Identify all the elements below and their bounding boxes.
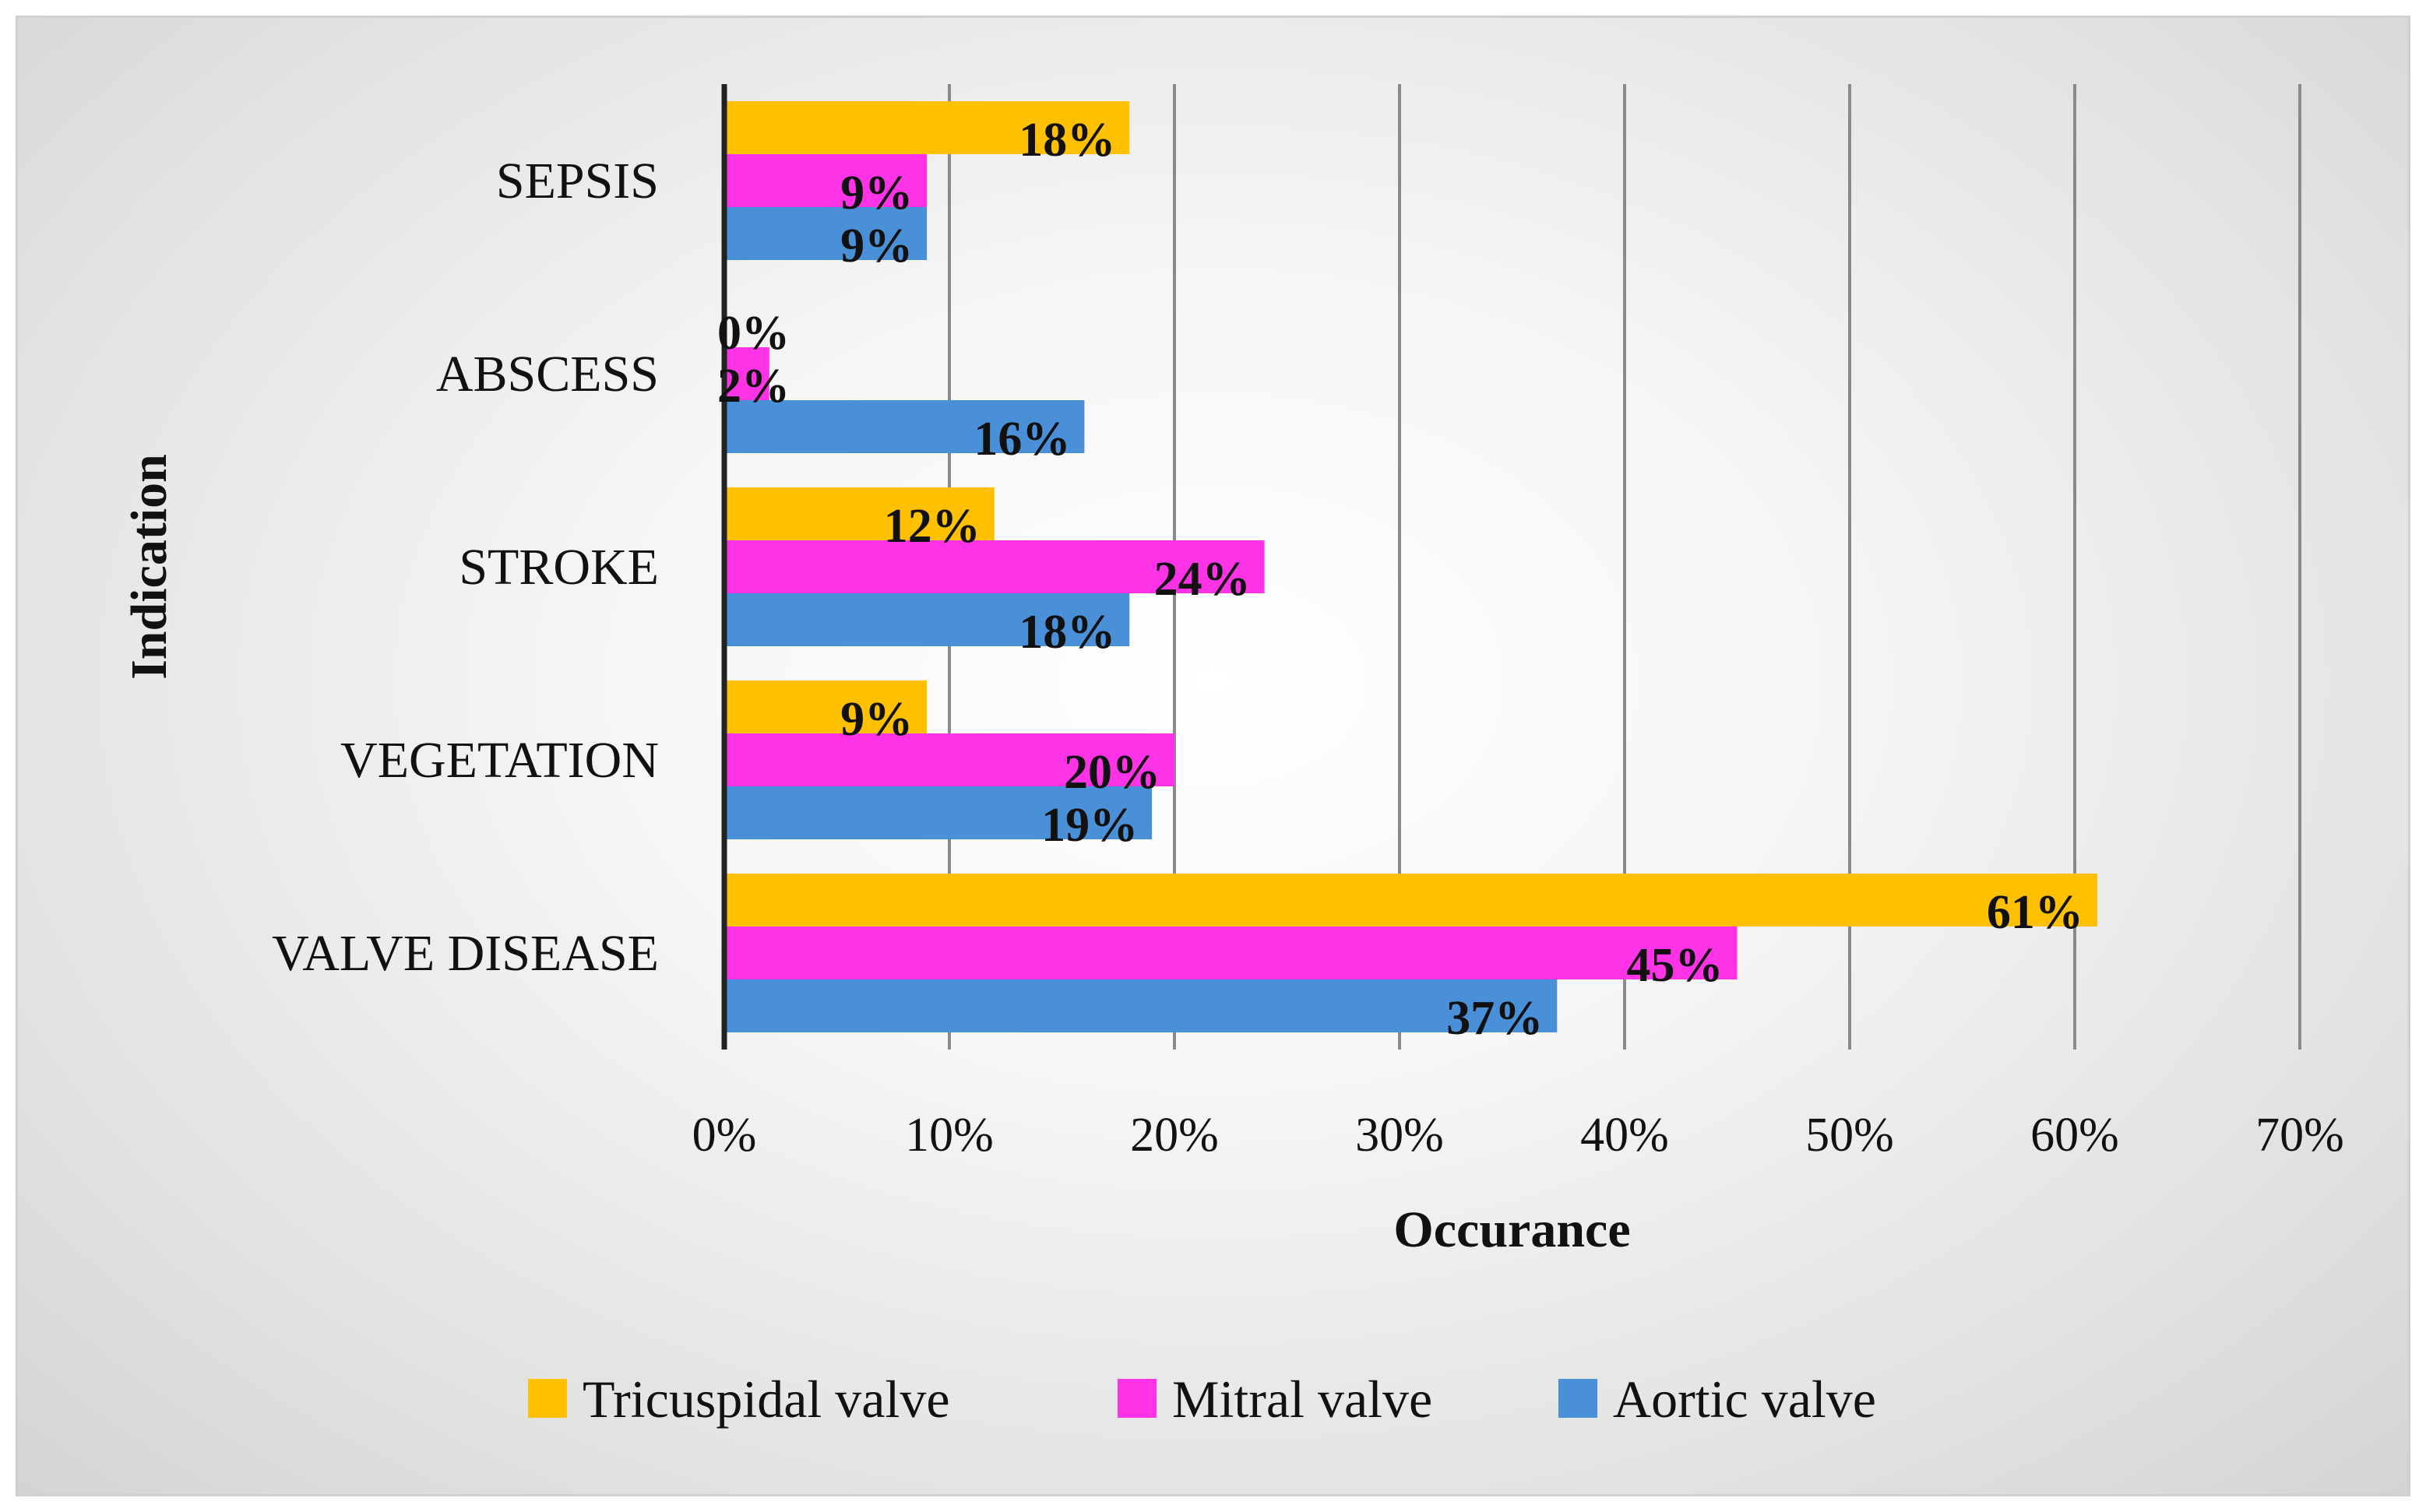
bar	[724, 487, 995, 540]
bar	[724, 979, 1558, 1032]
legend-label: Aortic valve	[1613, 1370, 1876, 1429]
chart-canvas: 18%9%9%0%2%16%12%24%18%9%20%19%61%45%37%…	[121, 84, 2344, 1429]
data-label: 18%	[1019, 114, 1115, 167]
legend-swatch	[528, 1379, 567, 1418]
data-label: 19%	[1041, 799, 1138, 852]
data-label: 16%	[974, 413, 1070, 466]
bar	[724, 400, 1085, 453]
bars	[724, 101, 2097, 1032]
x-tick-label: 10%	[905, 1109, 994, 1162]
x-tick-labels: 0% 10% 20% 30% 40% 50% 60% 70%	[692, 1109, 2344, 1162]
data-label: 9%	[840, 220, 913, 273]
data-label: 24%	[1154, 553, 1251, 606]
legend-swatch	[1558, 1379, 1597, 1418]
bar	[724, 347, 769, 400]
x-tick-label: 60%	[2030, 1109, 2119, 1162]
data-label: 2%	[717, 360, 790, 413]
bar	[724, 927, 1738, 979]
data-label: 12%	[884, 500, 981, 553]
x-tick-label: 30%	[1355, 1109, 1444, 1162]
bar	[724, 733, 1174, 786]
legend-swatch	[1118, 1379, 1157, 1418]
data-label: 0%	[717, 307, 790, 360]
legend-label: Tricuspidal valve	[583, 1370, 950, 1429]
data-label: 37%	[1446, 992, 1543, 1045]
data-labels: 18%9%9%0%2%16%12%24%18%9%20%19%61%45%37%	[717, 114, 2083, 1045]
x-axis-title: Occurance	[1393, 1201, 1630, 1258]
bar	[724, 593, 1130, 646]
x-tick-label: 70%	[2255, 1109, 2344, 1162]
data-label: 20%	[1064, 746, 1160, 799]
x-tick-label: 50%	[1805, 1109, 1894, 1162]
category-label: VALVE DISEASE	[272, 925, 659, 982]
category-label: VEGETATION	[340, 732, 659, 789]
data-label: 9%	[840, 167, 913, 220]
chart-frame: 18% 9% 9% 0% 2% 16% 12% 24% 18% 9% 20% 19% 61% 45% 37%…	[16, 16, 2410, 1496]
bar	[724, 207, 928, 260]
data-label: 18%	[1019, 606, 1115, 659]
x-tick-label: 40%	[1580, 1109, 1669, 1162]
bar	[724, 874, 2097, 927]
category-label: ABSCESS	[436, 346, 659, 403]
data-label: 9%	[840, 693, 913, 746]
bar	[724, 540, 1265, 593]
bar	[724, 101, 1130, 154]
data-label: 61%	[1987, 886, 2083, 939]
data-label: 45%	[1627, 939, 1724, 992]
bar	[724, 680, 928, 733]
gridlines	[948, 84, 2301, 1050]
category-label: STROKE	[459, 539, 659, 596]
y-axis-title: Indication	[121, 454, 178, 680]
bar	[724, 786, 1153, 839]
x-tick-label: 20%	[1130, 1109, 1219, 1162]
x-tick-label: 0%	[692, 1109, 757, 1162]
legend: Tricuspidal valve Mitral valve Aortic valv…	[528, 1370, 1876, 1429]
bar	[724, 154, 928, 207]
legend-label: Mitral valve	[1172, 1370, 1432, 1429]
category-label: SEPSIS	[496, 153, 659, 209]
category-labels: SEPSIS ABSCESS STROKE VEGETATION VALVE DISEA…	[272, 153, 659, 982]
